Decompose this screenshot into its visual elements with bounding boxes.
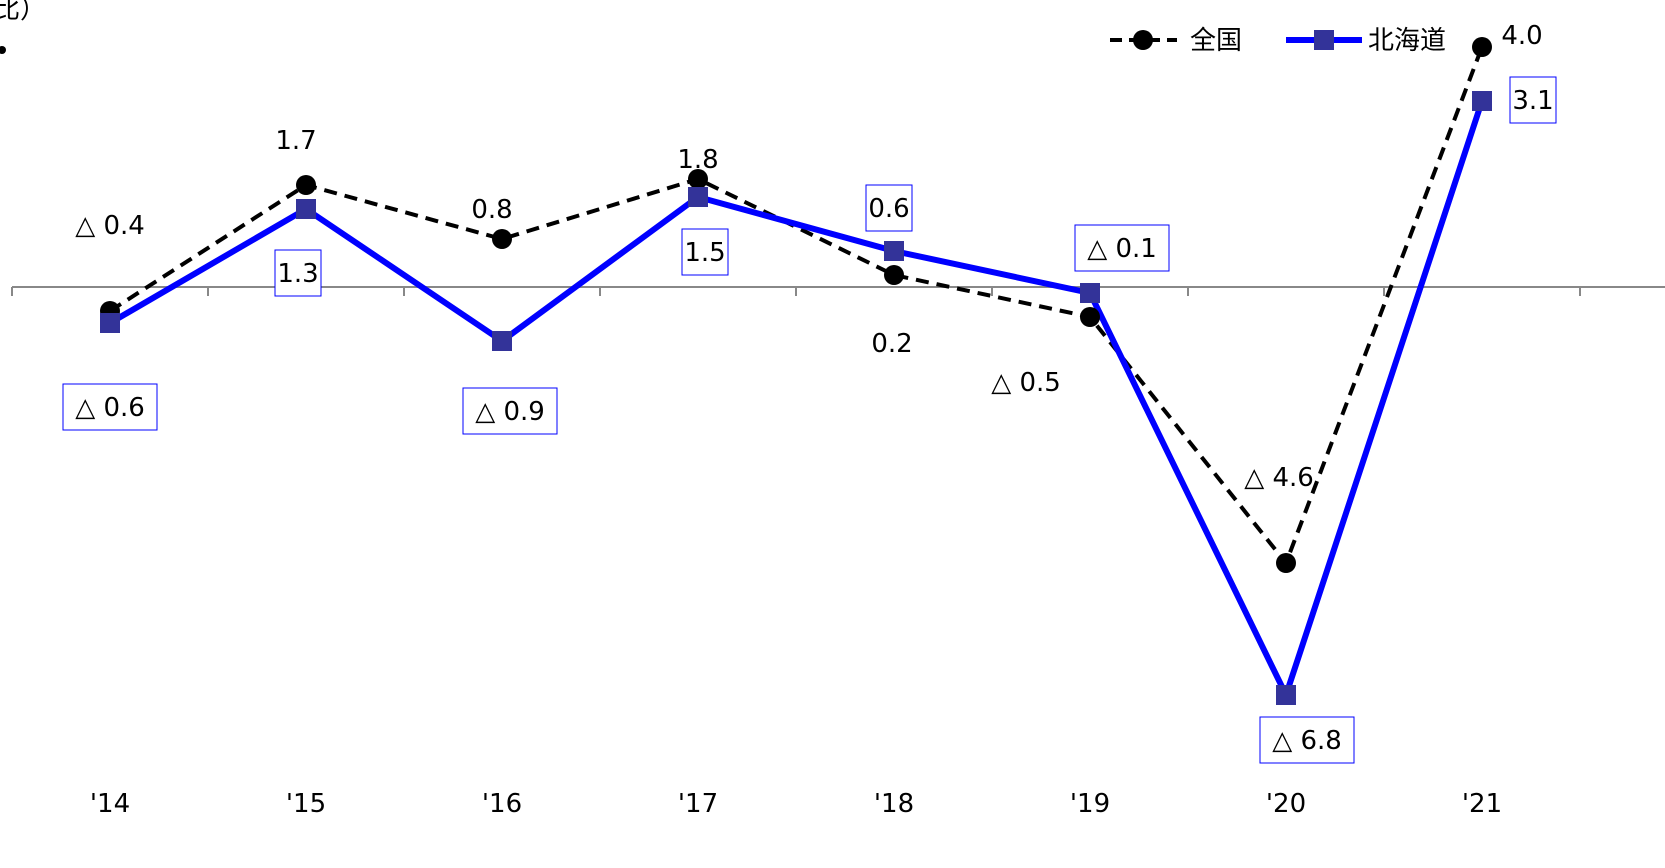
x-tick-label: '20 xyxy=(1266,789,1306,819)
data-label-hokkaido-box xyxy=(1259,716,1355,764)
x-tick-label: '16 xyxy=(482,789,522,819)
data-label-national: 4.0 xyxy=(1501,21,1542,51)
marker-national xyxy=(688,169,708,189)
legend-label-national: 全国 xyxy=(1190,26,1242,56)
data-label-hokkaido: △ 0.6 xyxy=(75,393,145,423)
data-label-hokkaido-box xyxy=(865,184,913,232)
data-label-hokkaido-box xyxy=(1074,224,1170,272)
marker-national xyxy=(884,265,904,285)
data-label-national: 1.8 xyxy=(677,145,718,175)
data-label-hokkaido: 1.3 xyxy=(277,259,318,289)
marker-hokkaido xyxy=(1276,685,1296,705)
data-label-hokkaido: △ 0.1 xyxy=(1087,234,1157,264)
data-label-hokkaido-box xyxy=(62,383,158,431)
data-label-hokkaido: △ 6.8 xyxy=(1272,726,1342,756)
marker-hokkaido xyxy=(688,187,708,207)
marker-hokkaido xyxy=(100,313,120,333)
data-label-national: △ 0.5 xyxy=(991,368,1061,398)
data-label-hokkaido-box xyxy=(681,228,729,276)
x-tick-label: '19 xyxy=(1070,789,1110,819)
marker-hokkaido xyxy=(884,241,904,261)
marker-hokkaido xyxy=(296,199,316,219)
marker-national xyxy=(296,175,316,195)
legend-marker-national xyxy=(1133,30,1153,50)
x-tick-label: '15 xyxy=(286,789,326,819)
series-markers xyxy=(100,37,1492,705)
clipped-marker-fragment xyxy=(0,46,6,54)
marker-hokkaido xyxy=(1080,283,1100,303)
legend-label-hokkaido: 北海道 xyxy=(1368,26,1446,56)
x-tick-label: '21 xyxy=(1462,789,1502,819)
data-label-national: 1.7 xyxy=(275,126,316,156)
x-tick-label: '17 xyxy=(678,789,718,819)
x-tick-label: '18 xyxy=(874,789,914,819)
data-label-hokkaido: △ 0.9 xyxy=(475,397,545,427)
marker-hokkaido xyxy=(492,331,512,351)
data-label-hokkaido: 1.5 xyxy=(684,238,725,268)
data-label-hokkaido-box xyxy=(462,387,558,435)
data-label-national: 0.2 xyxy=(871,329,912,359)
marker-national xyxy=(492,229,512,249)
data-label-national: 0.8 xyxy=(471,195,512,225)
data-label-national: △ 4.6 xyxy=(1244,463,1314,493)
marker-national xyxy=(1276,553,1296,573)
data-label-hokkaido: 3.1 xyxy=(1512,86,1553,116)
y-axis-unit-fragment: 比） xyxy=(0,0,46,25)
data-labels: △ 0.4 1.7 0.8 1.8 0.2 △ 0.5 △ 4.6 4.0 △ 0.6 1.3 △ … xyxy=(62,21,1557,764)
x-tick-label: '14 xyxy=(90,789,130,819)
x-tick-labels: '14 '15 '16 '17 '18 '19 '20 '21 xyxy=(90,789,1502,819)
legend: 全国 北海道 xyxy=(1110,26,1446,56)
data-label-hokkaido-box xyxy=(1509,76,1557,124)
data-label-hokkaido: 0.6 xyxy=(868,194,909,224)
data-label-national: △ 0.4 xyxy=(75,211,145,241)
series-line-hokkaido xyxy=(108,100,1485,703)
data-label-hokkaido-box xyxy=(274,249,322,297)
marker-hokkaido xyxy=(1472,91,1492,111)
legend-marker-hokkaido xyxy=(1314,30,1334,50)
series-lines xyxy=(108,46,1485,703)
marker-national xyxy=(1080,307,1100,327)
marker-national xyxy=(1472,37,1492,57)
